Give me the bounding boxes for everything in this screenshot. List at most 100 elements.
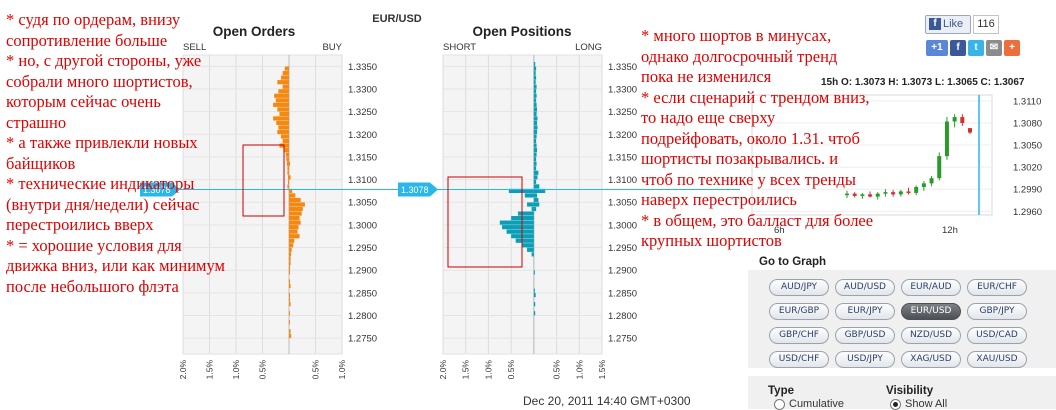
- panel0-bar-right: [289, 270, 291, 275]
- email-icon[interactable]: ✉: [986, 40, 1002, 56]
- pair-button-usd-chf[interactable]: USD/CHF: [769, 351, 829, 368]
- panel0-price-tick: 1.2850: [348, 288, 377, 299]
- pair-button-eur-chf[interactable]: EUR/CHF: [967, 279, 1027, 296]
- pair-button-eur-jpy[interactable]: EUR/JPY: [835, 303, 895, 320]
- facebook-like-button[interactable]: f Like: [925, 15, 971, 34]
- panel0-bar-left: [287, 179, 289, 184]
- panel0-bar-right: [289, 297, 291, 302]
- panel1-bar-left: [517, 211, 534, 216]
- panel1-price-tick: 1.3350: [608, 62, 637, 73]
- candle-body: [952, 117, 957, 122]
- panel1-bar-right: [533, 170, 539, 175]
- panel1-x-tick: 1.5%: [597, 360, 607, 380]
- panel0-bar-right: [289, 229, 298, 234]
- pair-button-gbp-chf[interactable]: GBP/CHF: [769, 327, 829, 344]
- panel1-price-tick: 1.3000: [608, 220, 637, 231]
- panel1-bar-right: [533, 125, 538, 130]
- pair-button-xau-usd[interactable]: XAU/USD: [967, 351, 1027, 368]
- panel1-x-tick: 0.5%: [552, 360, 562, 380]
- panel1-bar-right: [533, 288, 535, 293]
- pair-button-aud-jpy[interactable]: AUD/JPY: [769, 279, 829, 296]
- panel0-x-tick: 1.0%: [337, 360, 347, 380]
- panel1-bar-right: [533, 107, 538, 112]
- panel1-left-label: SHORT: [443, 42, 476, 53]
- panel1-bar-left: [508, 188, 534, 193]
- panel0-bar-left: [281, 134, 289, 139]
- like-label: Like: [943, 18, 964, 30]
- panel1-bar-left: [506, 229, 534, 234]
- candle-price-tick: 1.3050: [1013, 141, 1042, 152]
- pair-button-gbp-usd[interactable]: GBP/USD: [835, 327, 895, 344]
- panel1-bar-left: [502, 225, 534, 230]
- pair-button-usd-jpy[interactable]: USD/JPY: [835, 351, 895, 368]
- panel0-bar-right: [289, 225, 299, 230]
- candle-price-tick: 1.2960: [1013, 207, 1042, 218]
- candle-price-tick: 1.3020: [1013, 163, 1042, 174]
- pair-button-gbp-jpy[interactable]: GBP/JPY: [967, 303, 1027, 320]
- share-icons: +1 f t ✉ +: [926, 40, 1022, 58]
- current-price-marker: [398, 182, 438, 197]
- panel0-bar-left: [287, 166, 289, 171]
- goto-graph-panel: AUD/JPY AUD/USD EUR/AUD EUR/CHF EUR/GBP EUR/J…: [748, 270, 1056, 368]
- twitter-icon[interactable]: t: [968, 40, 984, 56]
- panel0-bar-left: [286, 161, 289, 166]
- panel1-bar-right: [533, 202, 540, 207]
- candle-body: [960, 117, 965, 123]
- panel1-bar-left: [524, 193, 534, 198]
- panel1-price-tick: 1.2950: [608, 243, 637, 254]
- cumulative-radio[interactable]: [774, 399, 785, 410]
- orders-highlight-box: [242, 144, 285, 217]
- panel1-bar-right: [533, 93, 537, 98]
- panel0-right-label: BUY: [322, 42, 342, 53]
- candle-body: [914, 187, 919, 193]
- panel0-bar-left: [277, 107, 289, 112]
- panel0-bar-left: [283, 148, 289, 153]
- panel1-bar-right: [533, 116, 538, 121]
- panel0-bar-right: [289, 261, 291, 266]
- candle-time-tick: 12h: [942, 225, 958, 236]
- panel0-bar-right: [289, 238, 295, 243]
- candle-body: [875, 193, 880, 197]
- panel1-bar-right: [533, 270, 535, 275]
- panel0-bar-right: [289, 211, 302, 216]
- pair-button-eur-aud[interactable]: EUR/AUD: [901, 279, 961, 296]
- show-all-radio[interactable]: [890, 399, 901, 410]
- panel1-bar-right: [533, 89, 537, 94]
- panel1-bar-right: [533, 157, 537, 162]
- panel1-price-tick: 1.2900: [608, 266, 637, 277]
- plus-icon[interactable]: +: [1004, 40, 1020, 56]
- panel1-bar-left: [527, 202, 534, 207]
- panel1-bar-right: [533, 152, 537, 157]
- panel1-price-tick: 1.3100: [608, 175, 637, 186]
- candle-body: [891, 192, 896, 195]
- google-plus-icon[interactable]: +1: [926, 40, 948, 56]
- pair-button-eur-usd[interactable]: EUR/USD: [901, 303, 961, 320]
- panel0-price-tick: 1.3150: [348, 152, 377, 163]
- pair-button-xag-usd[interactable]: XAG/USD: [901, 351, 961, 368]
- panel1-bar-right: [533, 66, 537, 71]
- panel1-bar-right: [533, 188, 546, 193]
- panel0-bar-right: [289, 279, 291, 284]
- timestamp: Dec 20, 2011 14:40 GMT+0300: [523, 394, 691, 408]
- pair-button-usd-cad[interactable]: USD/CAD: [967, 327, 1027, 344]
- pair-button-aud-usd[interactable]: AUD/USD: [835, 279, 895, 296]
- panel0-bar-right: [289, 220, 301, 225]
- pair-button-nzd-usd[interactable]: NZD/USD: [901, 327, 961, 344]
- panel1-bar-right: [533, 302, 536, 307]
- panel0-bar-right: [289, 247, 292, 252]
- pair-button-eur-gbp[interactable]: EUR/GBP: [769, 303, 829, 320]
- panel1-bar-right: [533, 75, 537, 80]
- show-all-label: Show All: [905, 398, 948, 410]
- facebook-icon[interactable]: f: [950, 40, 966, 56]
- panel1-bar-right: [533, 71, 536, 76]
- panel1-bar-right: [533, 161, 537, 166]
- panel0-bar-right: [289, 161, 291, 166]
- annotation-right: * много шортов в минусах, однако долгоср…: [641, 26, 874, 250]
- panel0-bar-right: [289, 293, 291, 298]
- panel1-bar-right: [533, 311, 536, 316]
- panel0-bar-left: [279, 111, 289, 116]
- candle-body: [906, 191, 911, 193]
- candle-body: [860, 194, 865, 196]
